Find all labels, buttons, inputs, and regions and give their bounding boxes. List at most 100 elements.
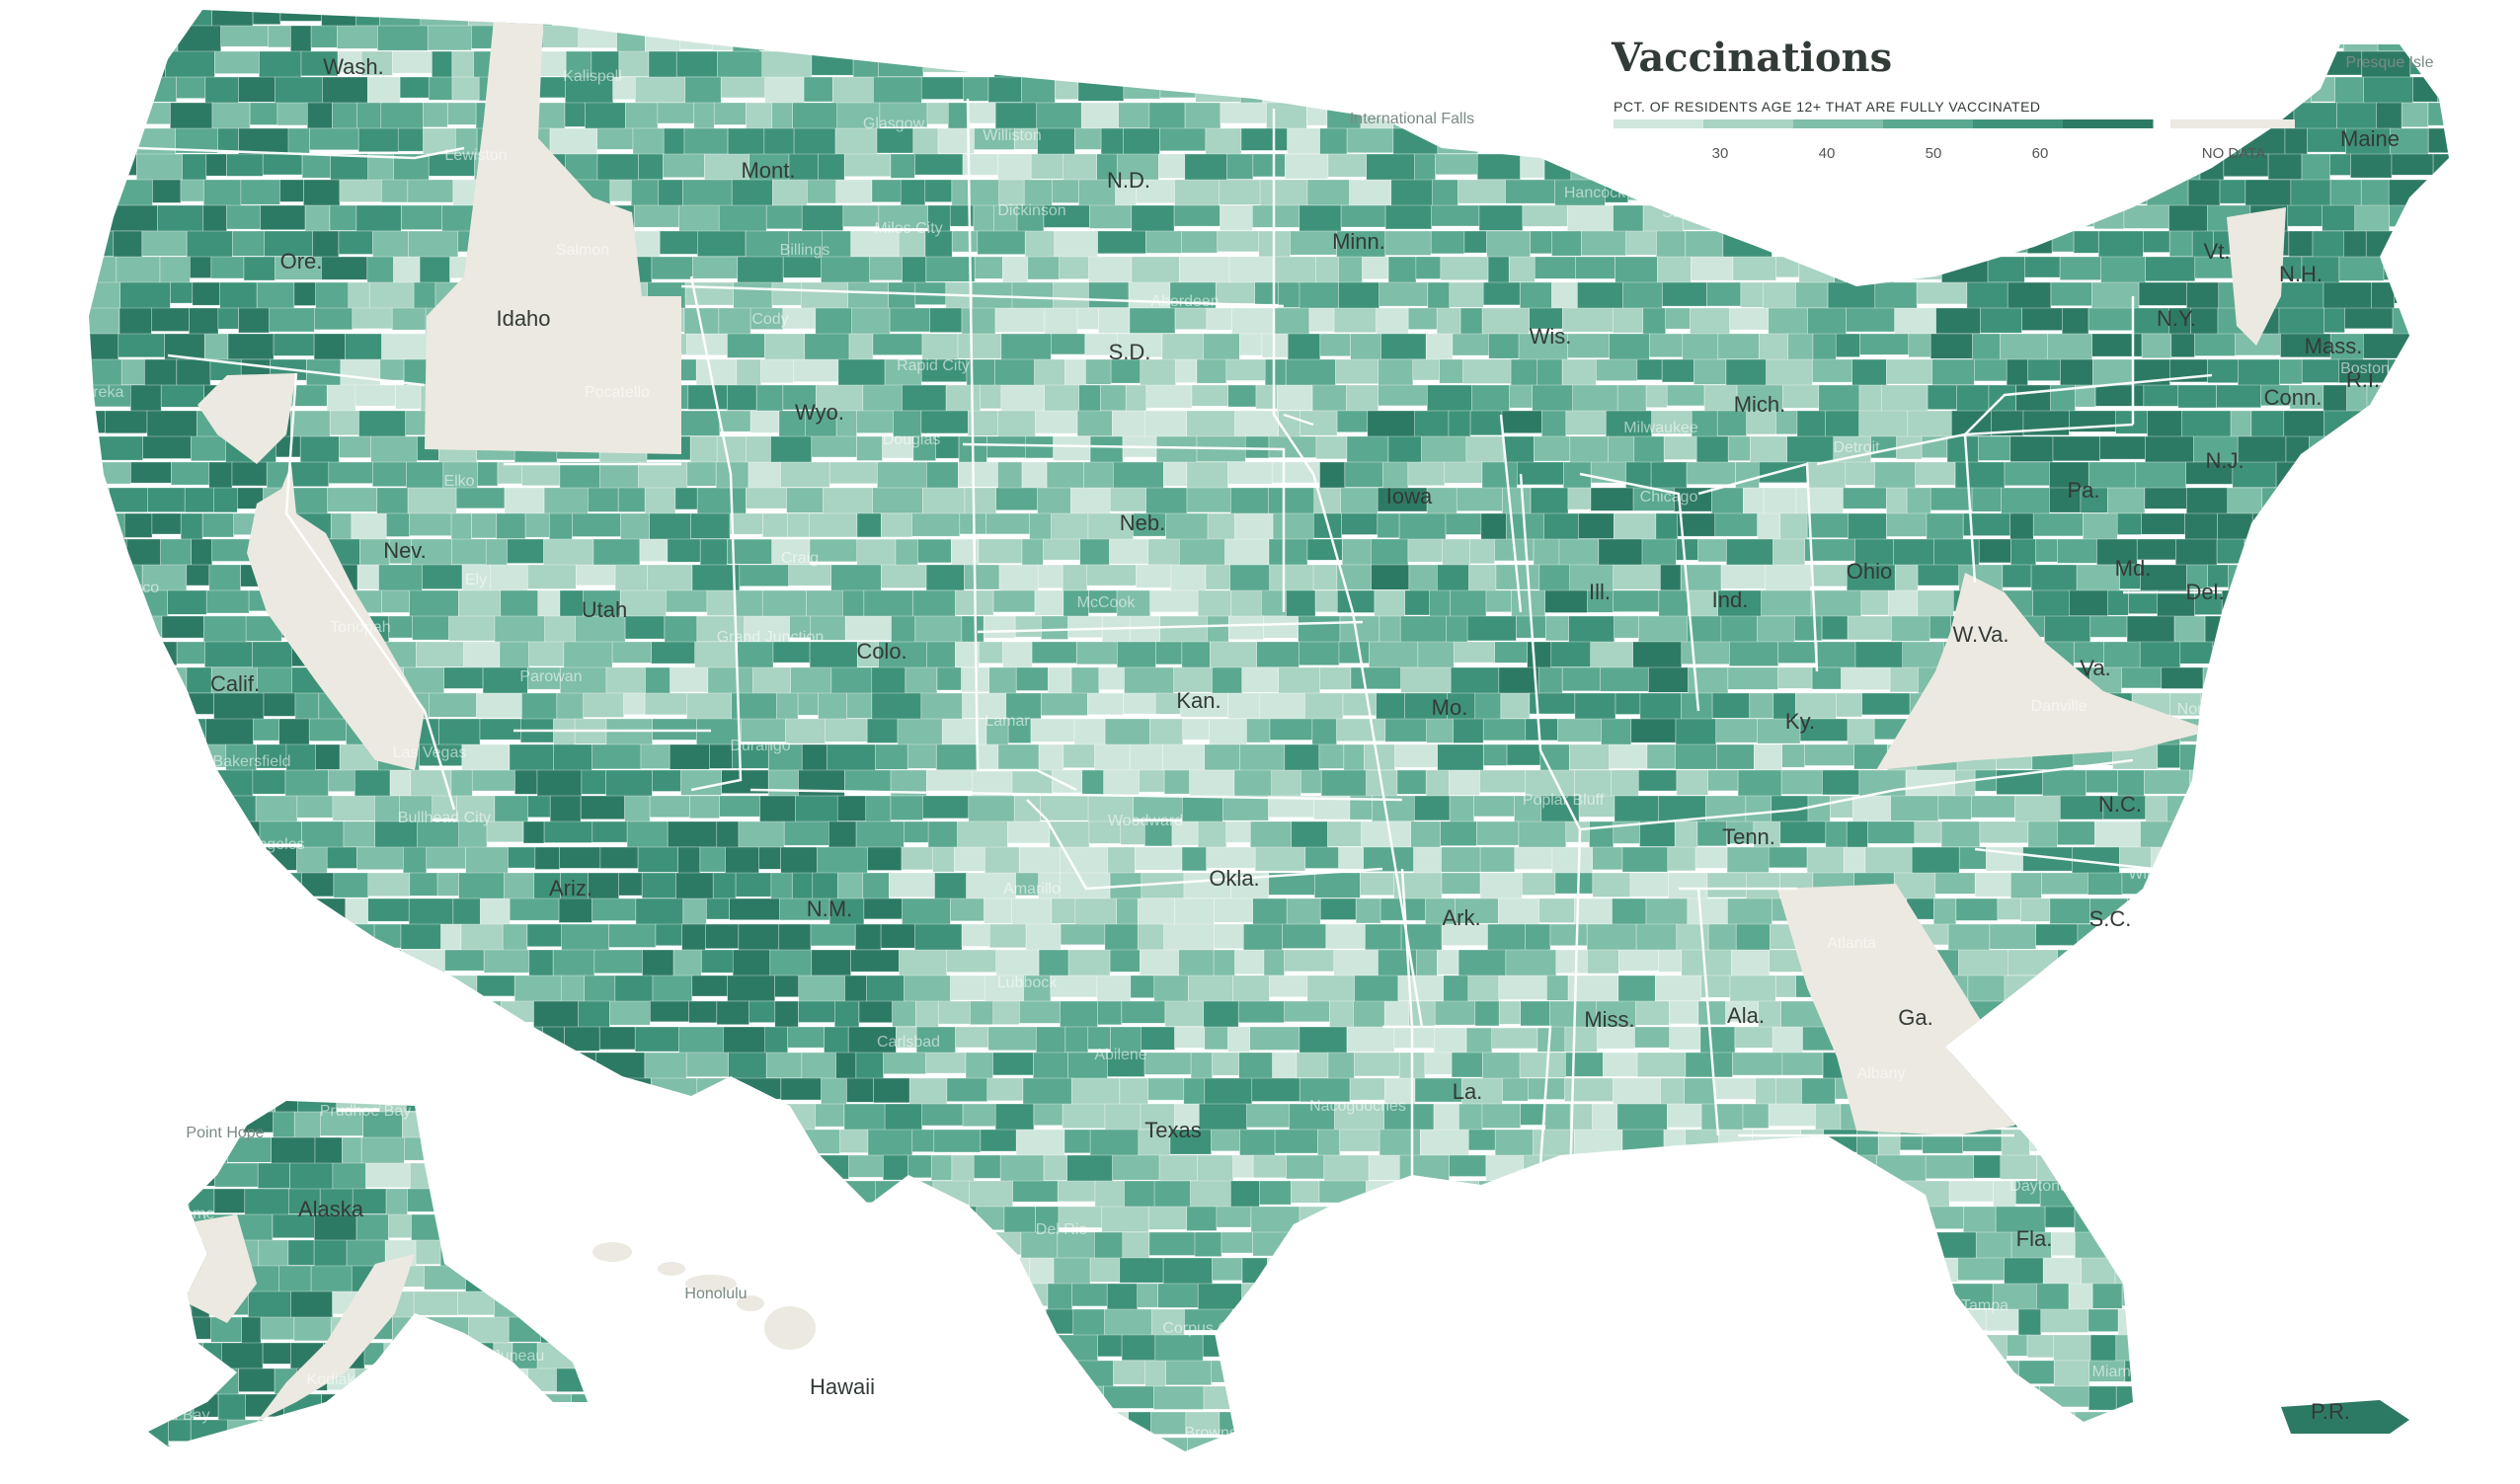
county-cell [1137, 1283, 1158, 1308]
county-cell [977, 230, 1026, 255]
city-label-ely: Ely [465, 572, 487, 588]
county-cell [1613, 204, 1644, 233]
county-cell [1636, 1052, 1687, 1077]
county-cell [463, 641, 501, 671]
state-borders [137, 98, 2222, 1186]
county-cell [1616, 1103, 1668, 1132]
county-cell [2354, 204, 2390, 235]
county-cell [326, 384, 356, 416]
county-cell [1237, 1000, 1285, 1024]
county-cell [367, 898, 410, 922]
county-cell [1000, 333, 1052, 364]
county-cell [1487, 256, 1510, 285]
county-cell [1089, 204, 1133, 229]
county-cell [1383, 1000, 1409, 1027]
county-cell [1256, 641, 1299, 668]
county-cell [1181, 230, 1219, 254]
county-cell [1735, 923, 1771, 952]
city-label-monterey: Monterey [86, 649, 152, 665]
county-cell [1272, 1052, 1298, 1081]
county-cell [737, 256, 784, 284]
county-cell [1179, 256, 1230, 285]
county-cell [1520, 281, 1552, 311]
county-cell [1995, 1206, 2046, 1237]
county-cell [440, 923, 462, 951]
county-cell [1750, 435, 1788, 465]
county-cell [385, 1188, 408, 1216]
county-cell [862, 872, 890, 902]
county-cell [748, 1000, 776, 1023]
county-cell [2168, 230, 2193, 258]
county-cell [800, 281, 848, 313]
county-cell [1019, 1000, 1061, 1024]
county-cell [300, 50, 339, 77]
county-cell [450, 512, 472, 543]
county-cell [1613, 307, 1644, 334]
county-cell [1216, 1206, 1252, 1228]
county-cell [2032, 589, 2070, 619]
county-cell [130, 461, 172, 484]
county-cell [1407, 307, 1438, 330]
county-cell [2057, 820, 2095, 846]
county-cell [1337, 589, 1376, 613]
county-cell [1550, 641, 1592, 667]
county-cell [846, 692, 873, 719]
city-label-rapid-city: Rapid City [897, 357, 970, 374]
county-cell [1649, 333, 1684, 358]
county-cell [1181, 641, 1211, 671]
county-cell [624, 795, 651, 823]
county-cell [986, 1077, 1024, 1102]
county-cell [273, 333, 315, 356]
county-cell [1609, 333, 1650, 361]
legend-ramp-step [1793, 119, 1884, 128]
county-cell [691, 975, 728, 997]
county-cell [2068, 1283, 2093, 1312]
county-cell [1186, 461, 1228, 491]
county-cell [1557, 718, 1602, 742]
county-cell [1333, 307, 1377, 334]
county-cell [1861, 692, 1911, 716]
county-cell [987, 76, 1022, 103]
county-cell [109, 487, 148, 513]
county-cell [332, 1162, 366, 1194]
county-cell [1300, 769, 1322, 794]
county-cell [1239, 743, 1286, 773]
county-cell [1911, 846, 1960, 875]
county-cell [1860, 589, 1889, 616]
county-cell [925, 256, 976, 282]
county-cell [731, 179, 773, 207]
county-cell [269, 307, 315, 333]
county-cell [1368, 1154, 1400, 1181]
county-cell [1155, 641, 1183, 665]
county-cell [1234, 949, 1265, 976]
county-cell [783, 820, 829, 846]
county-cell [1226, 153, 1254, 180]
county-cell [309, 127, 359, 151]
county-cell [1906, 487, 1931, 516]
county-cell [1007, 820, 1051, 844]
county-cell [1851, 795, 1891, 823]
county-cell [1183, 872, 1232, 899]
county-cell [1342, 538, 1372, 569]
county-cell [2175, 538, 2218, 567]
county-cell [210, 666, 258, 694]
county-cell [1139, 769, 1165, 793]
county-cell [1304, 846, 1340, 869]
county-cell [118, 333, 166, 358]
county-cell [465, 846, 509, 874]
county-cell [685, 1052, 729, 1077]
county-cell [2336, 102, 2377, 131]
county-cell [1891, 615, 1930, 642]
county-cell [823, 487, 873, 516]
county-cell [1029, 1257, 1055, 1285]
county-cell [1711, 487, 1744, 516]
county-cell [1164, 1000, 1205, 1027]
county-cell [1856, 1129, 1879, 1157]
county-cell [1476, 153, 1521, 181]
county-cell [1327, 820, 1362, 847]
county-cell [564, 102, 586, 127]
city-label-lubbock: Lubbock [997, 975, 1058, 991]
city-label-lamar: Lamar [984, 713, 1030, 730]
county-cell [933, 1129, 982, 1153]
county-cell [2060, 795, 2104, 820]
